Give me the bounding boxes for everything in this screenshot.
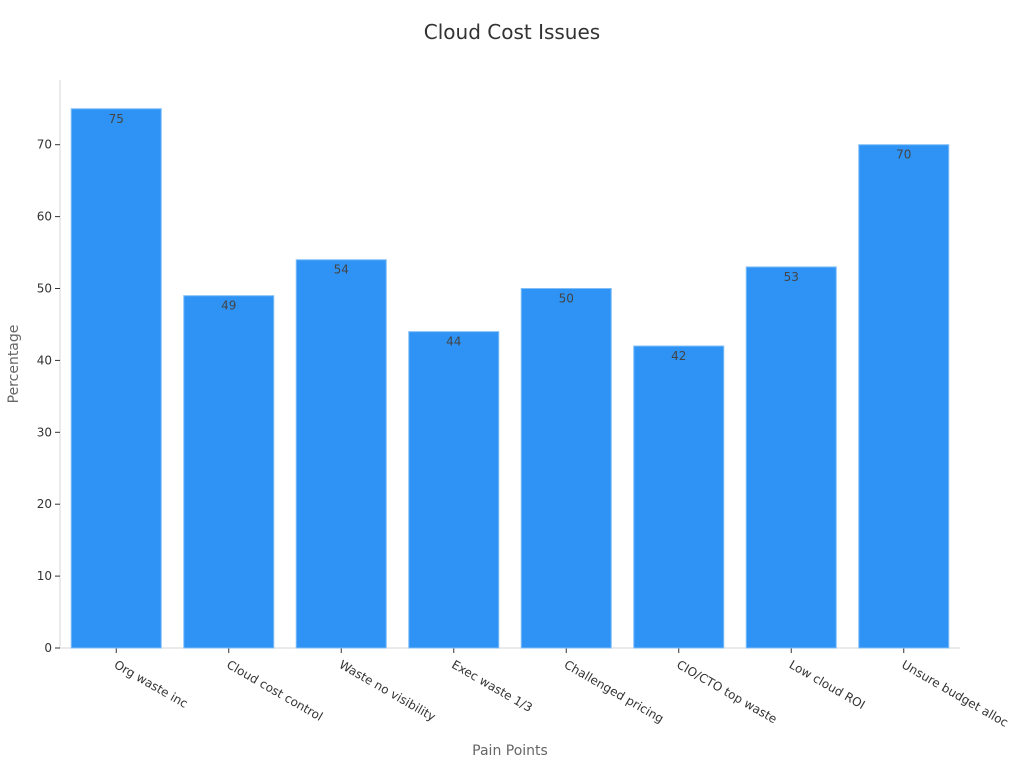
y-tick-label: 40 [37,353,52,367]
x-tick-label: Cloud cost control [224,657,325,723]
bar-value-label: 70 [896,148,911,162]
x-tick-label: CIO/CTO top waste [674,657,779,726]
bar-value-label: 54 [334,263,349,277]
chart-title: Cloud Cost Issues [423,20,601,44]
x-tick-label: Low cloud ROI [787,657,868,712]
x-tick-label: Challenged pricing [562,657,666,725]
bar-value-label: 49 [221,299,236,313]
x-tick-label: Exec waste 1/3 [449,657,535,714]
y-axis-title: Percentage [6,325,22,404]
bar-value-label: 44 [446,335,461,349]
x-tick-label: Org waste inc [112,657,190,710]
bar [520,288,612,649]
bar-value-label: 42 [671,349,686,363]
bar [633,345,725,649]
bar [745,266,837,649]
y-tick-label: 50 [37,282,52,296]
y-tick-label: 60 [37,210,52,224]
bar [70,108,162,649]
x-tick-label: Waste no visibility [337,657,438,724]
y-tick-label: 30 [37,425,52,439]
x-axis-title: Pain Points [472,743,548,759]
x-axis: Org waste inc Cloud cost control Waste no … [60,647,1011,730]
y-tick-label: 0 [44,641,52,655]
bar [408,331,500,649]
bar [183,295,275,649]
bar [858,144,950,649]
bar [295,259,387,649]
y-tick-label: 20 [37,497,52,511]
bar-value-label: 50 [559,292,574,306]
bars-group: 75 49 54 44 50 42 53 70 [70,108,950,649]
y-axis: 0 10 20 30 40 50 60 70 [37,80,61,655]
y-tick-label: 70 [37,138,52,152]
y-tick-label: 10 [37,569,52,583]
bar-value-label: 75 [109,112,124,126]
x-tick-label: Unsure budget alloc [899,657,1010,729]
bar-value-label: 53 [784,270,799,284]
